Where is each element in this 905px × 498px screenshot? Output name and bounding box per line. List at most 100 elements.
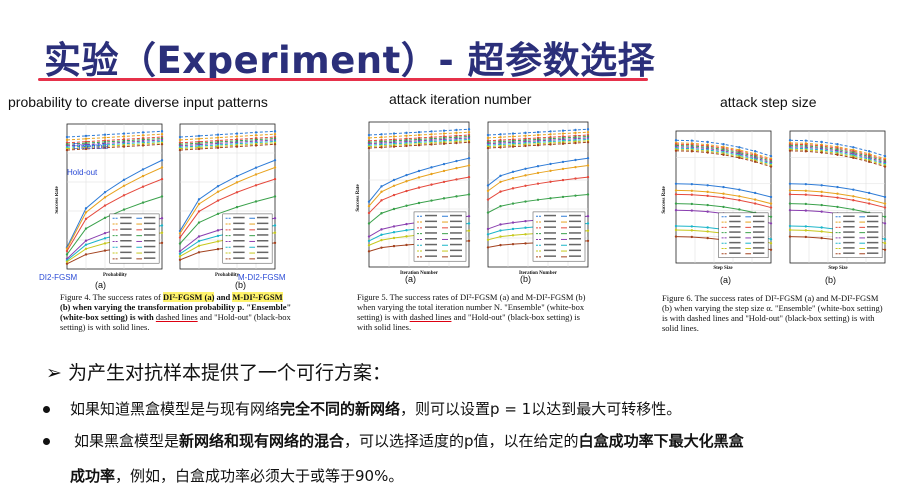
series-point (65, 253, 69, 256)
series-point (273, 217, 277, 220)
bullet-1: 如果知道黑盒模型是与现有网络完全不同的新网络，则可以设置p = 1以达到最大可转… (70, 400, 682, 418)
series-point (178, 255, 182, 258)
series-point (511, 145, 515, 148)
series-point (103, 136, 107, 139)
series-point (836, 185, 839, 189)
series-point (836, 143, 839, 146)
series-point (820, 190, 823, 194)
series-point (367, 211, 371, 215)
legend-text (843, 215, 855, 217)
series-point (430, 172, 433, 176)
legend-text (569, 243, 581, 246)
series-point (84, 211, 88, 214)
series-point (820, 184, 823, 187)
series-point (690, 235, 694, 239)
series-point (103, 231, 107, 235)
series-point (738, 188, 741, 191)
legend-text (569, 238, 581, 240)
legend-box (832, 212, 883, 258)
series-point (788, 235, 792, 238)
series-point (674, 149, 678, 152)
legend-text (843, 252, 855, 254)
series-point (273, 231, 277, 234)
series-point (417, 201, 421, 205)
series-point (65, 138, 69, 142)
series-point (442, 129, 446, 132)
series-point (549, 143, 552, 146)
legend-text (256, 216, 269, 219)
series-point (103, 216, 107, 220)
series-point (690, 229, 694, 232)
series-point (524, 144, 527, 148)
legend-text (233, 245, 245, 248)
figure-4-plots: Success Rate Probability Probability (55, 123, 277, 278)
series-point (690, 150, 694, 153)
series-point (524, 174, 527, 177)
legend-text (752, 236, 765, 239)
series-point (455, 166, 458, 170)
series-point (122, 145, 126, 148)
legend-text (233, 257, 245, 259)
series-point (788, 139, 792, 142)
legend-text (843, 236, 855, 239)
series-point (769, 215, 773, 218)
series-point (442, 180, 446, 184)
series-point (380, 233, 383, 236)
legend-text (256, 228, 269, 230)
legend-text (729, 220, 741, 223)
series-point (788, 189, 792, 192)
series-point (561, 167, 565, 171)
legend-box (413, 211, 467, 262)
series-point (197, 137, 201, 140)
series-point (561, 160, 565, 164)
legend-text (752, 247, 765, 249)
series-point (380, 228, 383, 231)
series-point (769, 154, 773, 158)
series-point (417, 130, 421, 134)
series-point (499, 235, 502, 238)
series-point (586, 164, 590, 167)
series-point (405, 243, 408, 247)
legend-text (843, 231, 855, 233)
series-point (561, 195, 565, 199)
series-point (178, 236, 182, 239)
series-point (852, 195, 855, 198)
series-point (235, 191, 239, 194)
m-di2-tag: M-DI2-FGSM (238, 273, 286, 282)
series-point (486, 184, 490, 187)
title-underline (38, 78, 648, 81)
series-point (769, 206, 773, 209)
series-point (380, 133, 383, 136)
series-point (392, 207, 396, 211)
series-line (66, 138, 163, 145)
series-point (574, 194, 577, 197)
legend-text (120, 251, 132, 254)
series-point (367, 235, 371, 238)
series-point (706, 140, 709, 144)
legend-box (109, 213, 160, 264)
series-point (690, 225, 694, 228)
fig5-caption: Figure 5. The success rates of DI²-FGSM … (357, 292, 586, 332)
series-point (178, 138, 182, 142)
ensemble-label: Ensemble (73, 142, 109, 151)
legend-text (450, 243, 462, 246)
legend-box (718, 212, 769, 258)
series-point (430, 199, 433, 202)
bullet-2-line-1: 如果黑盒模型是新网络和现有网络的混合，可以选择适度的p值，以在给定的白盒成功率下… (74, 432, 744, 450)
series-point (722, 192, 725, 195)
series-point (160, 231, 164, 234)
series-point (524, 242, 527, 245)
legend-text (544, 214, 556, 217)
series-point (738, 208, 741, 211)
series-point (392, 132, 396, 135)
holdout-label: Hold-out (67, 168, 98, 177)
series-point (197, 251, 201, 254)
series-point (511, 187, 515, 190)
series-point (103, 133, 107, 136)
series-point (417, 186, 421, 189)
series-point (524, 233, 527, 236)
series-point (392, 236, 396, 240)
series-point (392, 244, 396, 248)
series-point (511, 202, 515, 205)
legend-text (233, 234, 245, 236)
